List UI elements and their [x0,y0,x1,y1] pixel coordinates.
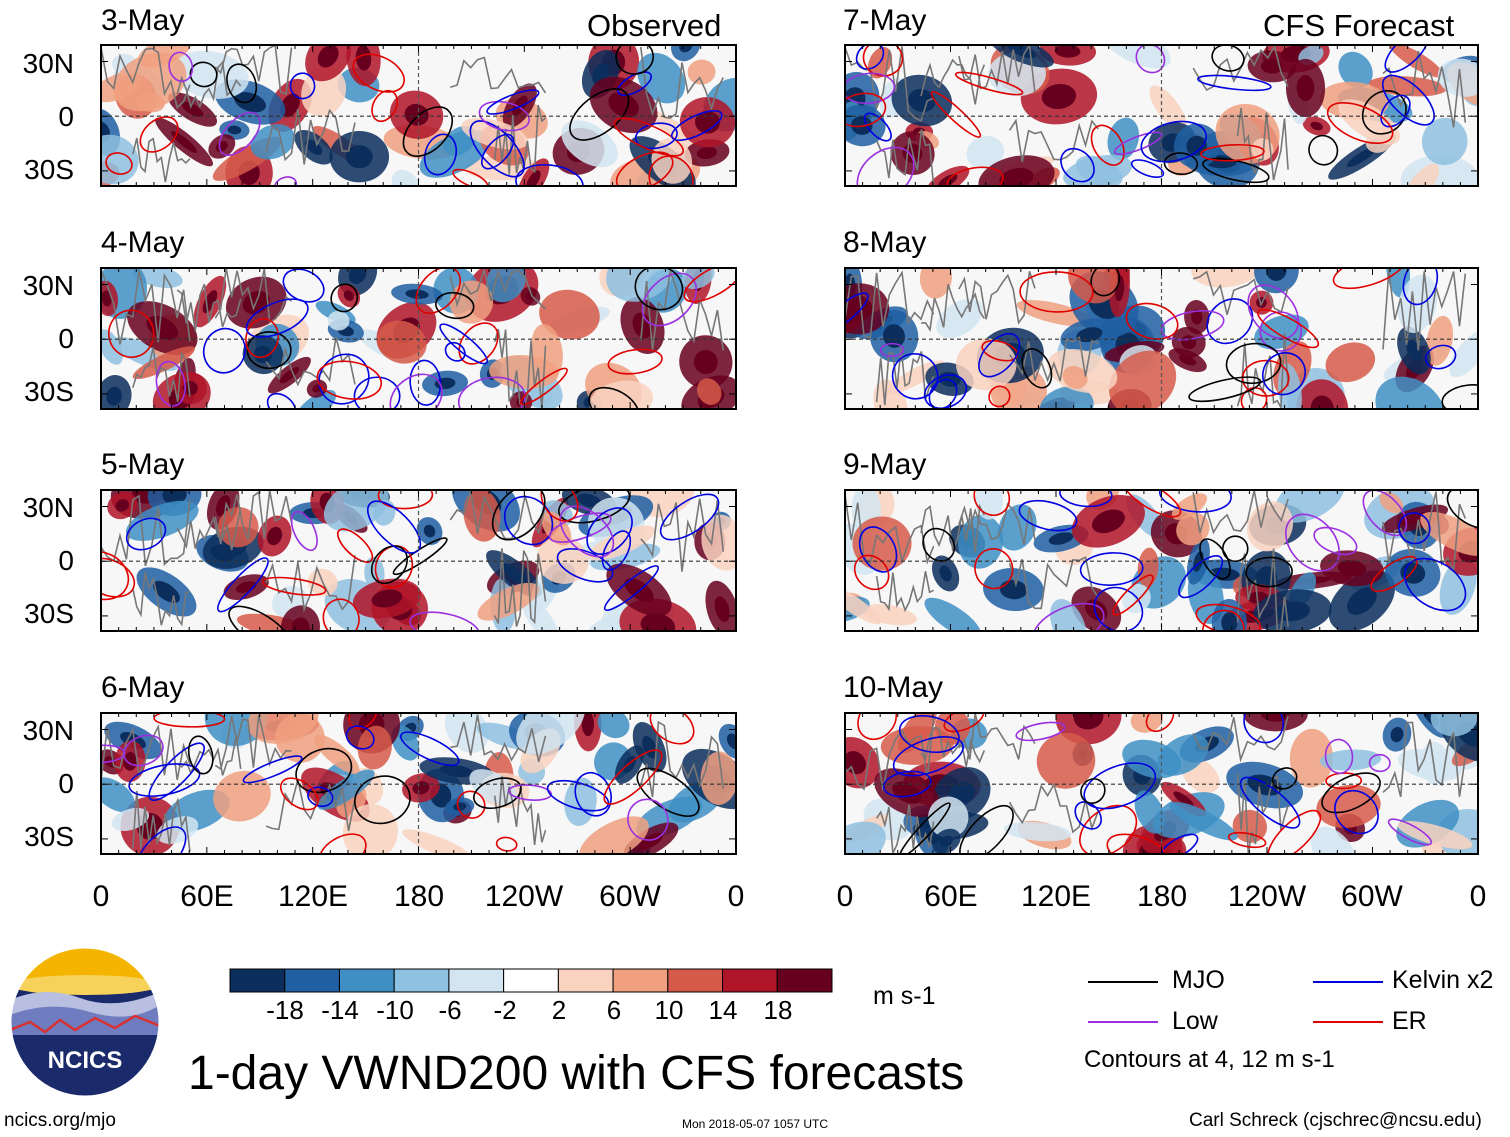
lon-label-right-360: 0 [1469,880,1487,913]
colorbar-swatch [338,968,395,993]
panel-date-fcst-1: 7-May [843,4,927,37]
lon-label-right-180: 180 [1136,880,1188,913]
lat-label-30n: 30N [22,492,74,523]
lon-label-left-60e: 60E [180,880,234,913]
map-panel [845,45,1478,186]
panel-date-obs-3: 5-May [101,448,185,481]
figure-title: 1-day VWND200 with CFS forecasts [188,1047,965,1100]
forecast-header: CFS Forecast [1263,8,1455,43]
colorbar-swatch [722,968,778,993]
colorbar-swatch [393,968,450,993]
colorbar-swatch [776,968,833,993]
lon-label-left-60w: 60W [599,880,661,913]
panel-date-fcst-4: 10-May [843,671,944,704]
colorbar-label: 10 [654,995,684,1025]
colorbar-label: -10 [376,995,414,1025]
lon-label-left-0: 0 [92,880,110,913]
lon-label-right-120w: 120W [1227,880,1307,913]
map-panel [101,490,736,631]
colorbar-swatch [503,968,559,993]
legend-label-kelvin: Kelvin x2 [1392,966,1494,994]
lon-label-left-360: 0 [727,880,745,913]
observed-header: Observed [587,8,722,43]
colorbar-swatch [229,968,286,993]
panel-date-obs-1: 3-May [101,4,185,37]
colorbar-swatch [557,968,614,993]
legend-note: Contours at 4, 12 m s-1 [1084,1046,1335,1073]
lon-label-left-180: 180 [393,880,445,913]
panel-date-fcst-2: 8-May [843,226,927,259]
lat-label-30s: 30S [24,821,74,852]
legend-label-er: ER [1392,1007,1427,1035]
colorbar-label: 18 [763,995,793,1025]
map-panel [845,713,1478,854]
colorbar-swatch [667,968,724,993]
lat-label-30n: 30N [22,715,74,746]
logo-text: NCICS [48,1047,123,1074]
panel-date-obs-4: 6-May [101,671,185,704]
legend-label-mjo: MJO [1172,966,1225,994]
lat-label-30s: 30S [24,154,74,185]
credit: Carl Schreck (cjschrec@ncsu.edu) [1189,1110,1482,1131]
colorbar-label: -6 [438,995,462,1025]
lat-label-eq: 0 [58,101,74,132]
lat-label-30n: 30N [22,270,74,301]
lat-label-30n: 30N [22,48,74,79]
lat-label-eq: 0 [58,545,74,576]
panel-date-obs-2: 4-May [101,226,185,259]
colorbar-units: m s-1 [873,982,936,1010]
map-panel [845,490,1478,631]
timestamp: Mon 2018-05-07 1057 UTC [681,1117,829,1131]
lat-label-eq: 0 [58,768,74,799]
map-panel [101,268,736,409]
colorbar-swatch [612,968,669,993]
lat-label-30s: 30S [24,598,74,629]
lat-label-30s: 30S [24,376,74,407]
colorbar-label: 14 [708,995,738,1025]
source-url[interactable]: ncics.org/mjo [4,1110,116,1131]
lon-label-right-120e: 120E [1020,880,1092,913]
lat-label-eq: 0 [58,323,74,354]
lon-label-right-60w: 60W [1341,880,1403,913]
colorbar-label: -2 [493,995,517,1025]
lon-label-right-0: 0 [836,880,854,913]
panel-date-fcst-3: 9-May [843,448,927,481]
colorbar-label: -14 [321,995,359,1025]
colorbar-label: -18 [266,995,304,1025]
colorbar-swatch [448,968,505,993]
colorbar-swatch [284,968,340,993]
map-panel [845,268,1478,409]
lon-label-left-120w: 120W [484,880,564,913]
colorbar-label: 2 [551,995,567,1025]
lon-label-right-60e: 60E [924,880,978,913]
map-panel [101,713,736,854]
map-panel [101,45,736,186]
legend-label-low: Low [1172,1007,1218,1035]
lon-label-left-120e: 120E [277,880,349,913]
ncics-logo: NCICS [8,945,162,1099]
colorbar-label: 6 [606,995,622,1025]
